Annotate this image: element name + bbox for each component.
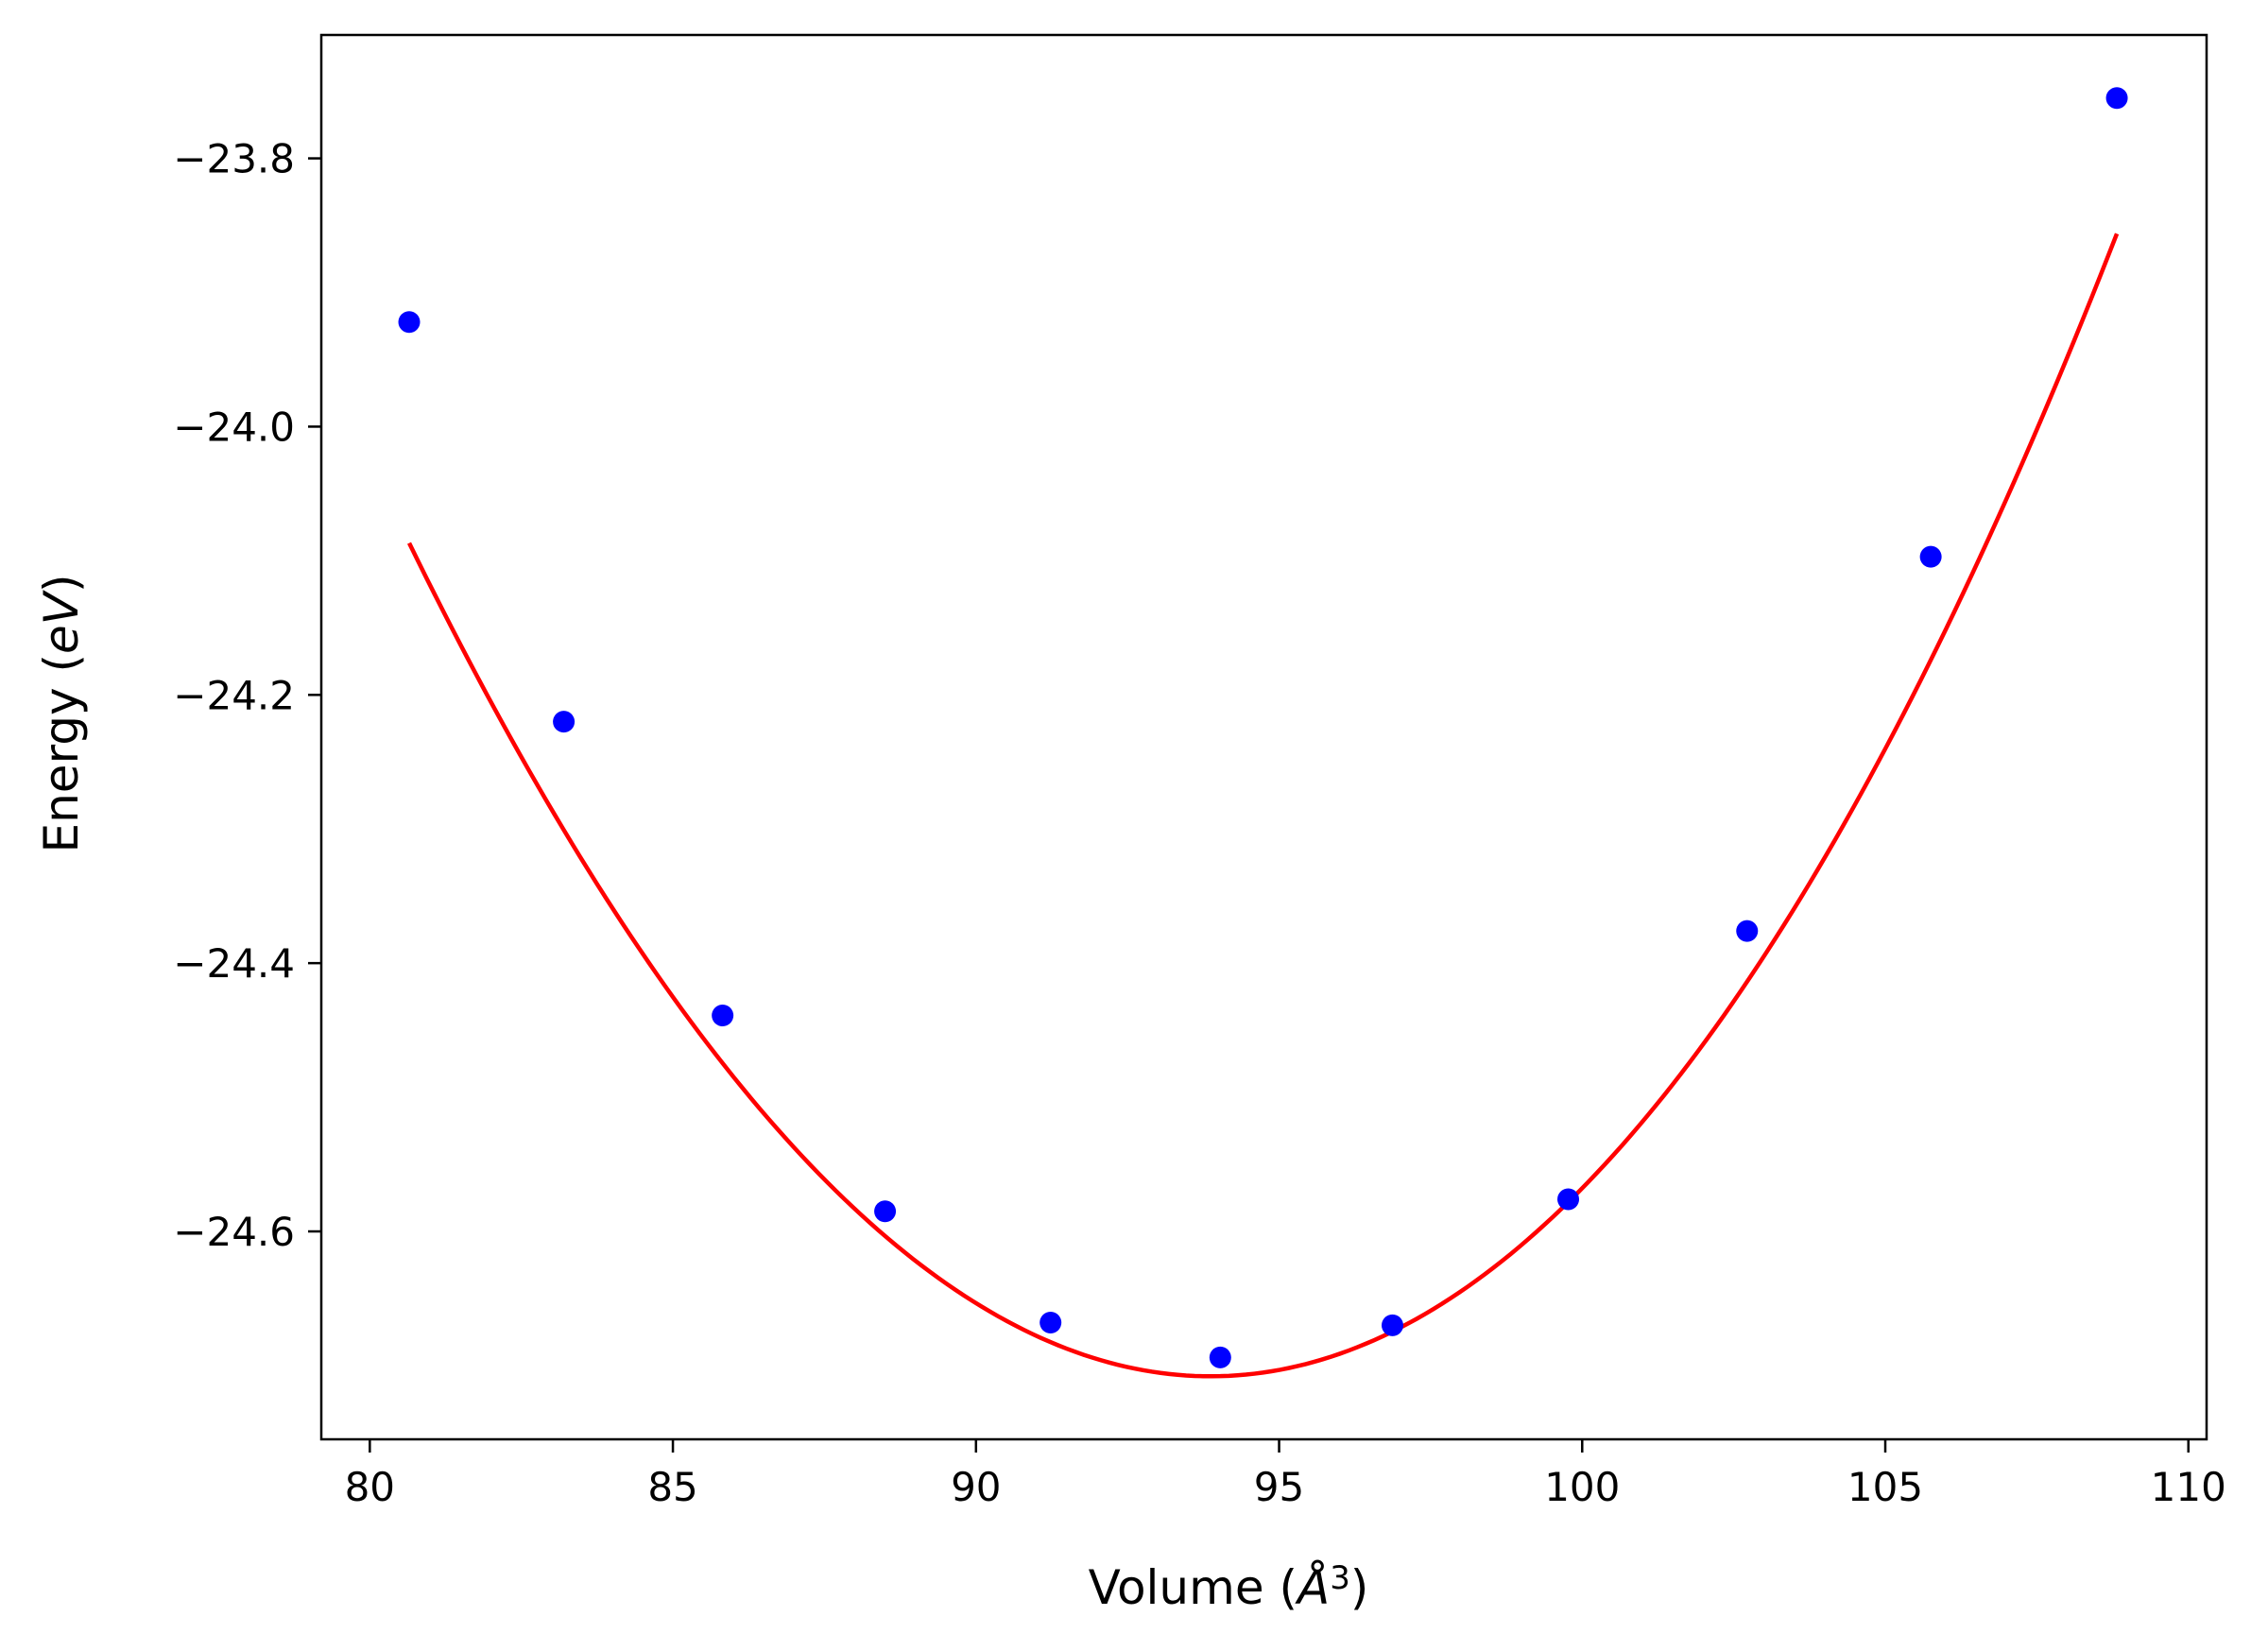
y-axis: −24.6 −24.4 −24.2 −24.0 −23.8 [173, 136, 321, 1255]
y-tick-label: −24.2 [173, 672, 295, 718]
x-tick-label: 80 [345, 1464, 395, 1510]
x-axis: 80 85 90 95 100 105 110 [345, 1439, 2226, 1510]
x-tick-label: 85 [647, 1464, 697, 1510]
data-point [398, 311, 421, 334]
data-point [1736, 920, 1759, 942]
plot-frame [319, 33, 2208, 1441]
x-tick-label: 110 [2151, 1464, 2226, 1510]
x-tick-label: 95 [1254, 1464, 1304, 1510]
x-tick-label: 100 [1544, 1464, 1620, 1510]
x-axis-title: Volume (Å3) [1089, 1559, 1369, 1615]
data-point [1381, 1314, 1403, 1336]
fit-curve [406, 232, 2120, 1379]
data-point [712, 1005, 734, 1027]
data-point [1919, 545, 1942, 568]
y-tick-label: −24.4 [173, 940, 295, 987]
y-tick-label: −24.6 [173, 1209, 295, 1255]
y-tick-label: −24.0 [173, 404, 295, 450]
x-tick-label: 105 [1847, 1464, 1923, 1510]
y-tick-label: −23.8 [173, 136, 295, 182]
data-point [553, 711, 576, 733]
x-tick-label: 90 [951, 1464, 1001, 1510]
data-point [1209, 1346, 1231, 1368]
data-point [1557, 1188, 1580, 1211]
y-axis-title: Energy (eV) [34, 575, 89, 853]
data-point [874, 1200, 897, 1223]
plot-area [319, 33, 2208, 1441]
data-point [2105, 87, 2128, 110]
data-point [1040, 1312, 1062, 1334]
